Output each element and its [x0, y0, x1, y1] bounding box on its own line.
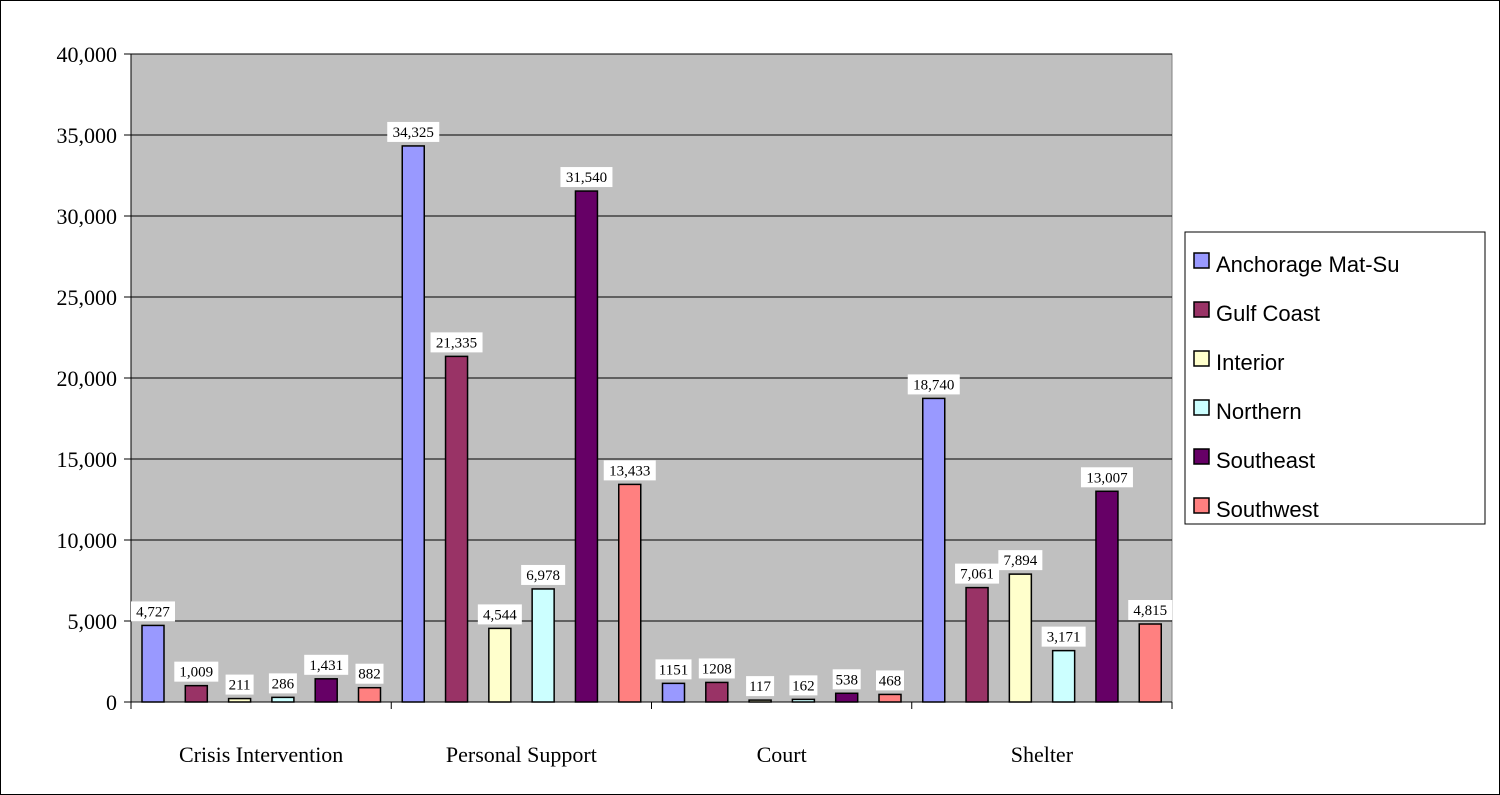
data-label-box: [1041, 626, 1086, 647]
legend-swatch: [1193, 448, 1210, 465]
legend-entry: Interior: [1216, 350, 1284, 375]
legend-swatch: [1193, 399, 1210, 416]
data-label: 21,335: [436, 335, 477, 351]
bar: [271, 696, 295, 703]
data-label: 31,540: [566, 170, 607, 186]
data-label: 13,007: [1086, 470, 1128, 486]
y-tick-label: 20,000: [57, 366, 118, 391]
data-label-box: [998, 550, 1043, 571]
data-label-box: [355, 663, 384, 684]
bar: [531, 588, 555, 703]
data-label: 162: [792, 678, 815, 694]
data-label: 4,815: [1133, 603, 1167, 619]
legend-entry: Anchorage Mat-Su: [1216, 252, 1399, 277]
data-label: 1208: [702, 661, 732, 677]
bar: [1008, 573, 1033, 703]
y-tick-label: 5,000: [68, 609, 118, 634]
data-label: 1,431: [309, 658, 343, 674]
bar: [357, 686, 382, 703]
data-label-box: [955, 563, 1000, 584]
bar: [878, 693, 902, 703]
y-tick-label: 35,000: [57, 123, 118, 148]
legend-entry: Gulf Coast: [1216, 301, 1320, 326]
data-label: 1,009: [179, 665, 213, 681]
bar: [1095, 490, 1119, 703]
data-label: 117: [749, 679, 771, 695]
y-tick-label: 40,000: [57, 42, 118, 67]
data-label-box: [876, 670, 904, 691]
data-label-box: [1080, 467, 1133, 488]
data-label-box: [477, 604, 522, 625]
x-tick-label: Shelter: [1011, 742, 1074, 767]
legend-entry: Northern: [1216, 399, 1302, 424]
bar: [314, 678, 338, 703]
data-label: 286: [272, 676, 295, 692]
bar: [401, 145, 425, 703]
bar: [1138, 623, 1162, 703]
legend-entry: Southeast: [1216, 448, 1315, 473]
data-label-box: [304, 654, 349, 675]
bar: [705, 681, 729, 703]
legend-swatch: [1193, 252, 1210, 269]
x-tick-label: Court: [757, 742, 807, 767]
data-label: 6,978: [526, 568, 560, 584]
data-label: 1151: [659, 662, 688, 678]
y-tick-label: 30,000: [57, 204, 118, 229]
x-tick-label: Personal Support: [446, 742, 597, 767]
bar: [488, 627, 512, 703]
data-label-box: [832, 669, 861, 690]
bar: [791, 698, 816, 703]
legend-swatch: [1193, 301, 1210, 318]
data-label-box: [131, 601, 175, 622]
data-label: 538: [835, 672, 858, 688]
data-label-box: [560, 167, 613, 188]
data-label-box: [907, 374, 960, 395]
data-label: 882: [358, 667, 381, 683]
legend-swatch: [1193, 497, 1210, 514]
bar: [444, 355, 469, 703]
data-label-box: [655, 659, 692, 680]
data-label-box: [789, 675, 818, 696]
data-label-box: [387, 121, 440, 142]
data-label-box: [268, 673, 297, 694]
bar: [574, 190, 599, 703]
data-label: 3,171: [1047, 630, 1081, 646]
bar: [618, 483, 642, 703]
y-tick-label: 15,000: [57, 447, 118, 472]
data-label: 211: [229, 678, 251, 694]
data-label-box: [603, 460, 656, 481]
legend-entry: Southwest: [1216, 497, 1319, 522]
y-tick-label: 10,000: [57, 528, 118, 553]
data-label-box: [430, 332, 483, 353]
y-tick-label: 25,000: [57, 285, 118, 310]
data-label-box: [521, 564, 566, 585]
x-tick-label: Crisis Intervention: [179, 742, 343, 767]
data-label-box: [174, 661, 219, 682]
data-label: 34,325: [393, 125, 434, 141]
data-label: 7,894: [1003, 553, 1037, 569]
legend-swatch: [1193, 350, 1210, 367]
bar: [141, 624, 165, 703]
bar: [965, 586, 989, 703]
y-tick-label: 0: [106, 690, 117, 715]
data-label-box: [698, 658, 735, 679]
bar: [661, 682, 686, 703]
data-label: 18,740: [913, 377, 954, 393]
bar: [184, 684, 209, 703]
bar: [227, 697, 252, 703]
data-label-box: [225, 674, 254, 695]
data-label: 4,544: [483, 607, 517, 623]
legend: [1184, 231, 1486, 525]
data-label-box: [1128, 599, 1173, 620]
bar: [1051, 649, 1076, 703]
bar: [834, 692, 859, 703]
data-label: 468: [879, 673, 902, 689]
bar: [922, 397, 946, 703]
data-label: 4,727: [136, 604, 170, 620]
bar: [748, 699, 772, 703]
data-label: 13,433: [609, 463, 650, 479]
data-label: 7,061: [960, 567, 994, 583]
data-label-box: [746, 676, 775, 697]
